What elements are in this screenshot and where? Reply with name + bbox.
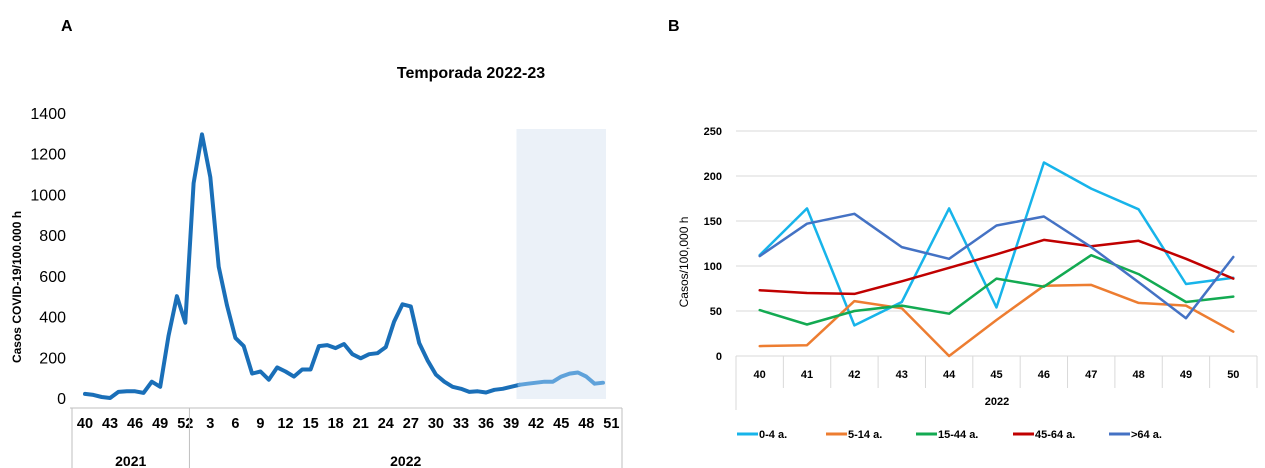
x-tick-label-b: 41 <box>801 369 813 381</box>
y-tick-label-a: 600 <box>39 269 66 286</box>
series-line-main <box>83 132 522 400</box>
y-tick-label-a: 1200 <box>30 147 66 164</box>
legend-label: >64 a. <box>1131 429 1162 441</box>
x-tick-label-a: 51 <box>603 416 619 432</box>
y-tick-label-b: 50 <box>710 306 722 318</box>
y-tick-label-b: 150 <box>704 216 722 228</box>
x-tick-label-a: 12 <box>277 416 293 432</box>
x-tick-label-b: 49 <box>1180 369 1192 381</box>
x-tick-label-a: 40 <box>77 416 93 432</box>
y-tick-label-b: 200 <box>704 171 722 183</box>
y-tick-label-a: 1400 <box>30 106 66 123</box>
series-line-0-4-a <box>758 161 1235 327</box>
x-tick-label-a: 3 <box>206 416 214 432</box>
x-tick-label-b: 40 <box>754 369 766 381</box>
x-tick-label-a: 30 <box>428 416 444 432</box>
panel-b-plot: 0 50 100 150 200 250 40 41 42 43 44 45 46 47 48 49 50 0-4… <box>704 126 1258 441</box>
series-line-current-season <box>517 370 605 387</box>
y-tick-label-b: 0 <box>716 351 722 363</box>
legend-label: 0-4 a. <box>759 429 787 441</box>
x-tick-label-a: 27 <box>403 416 419 432</box>
x-tick-label-a: 36 <box>478 416 494 432</box>
x-tick-label-a: 46 <box>127 416 143 432</box>
x-tick-label-b: 47 <box>1085 369 1097 381</box>
legend-label: 5-14 a. <box>848 429 882 441</box>
x-tick-label-a: 24 <box>378 416 394 432</box>
x-tick-label-a: 9 <box>256 416 264 432</box>
x-tick-label-a: 45 <box>553 416 569 432</box>
y-tick-label-a: 800 <box>39 228 66 245</box>
x-tick-label-a: 33 <box>453 416 469 432</box>
x-tick-label-a: 42 <box>528 416 544 432</box>
highlight-band <box>516 129 606 399</box>
y-tick-label-b: 250 <box>704 126 722 138</box>
panel-b-xlabel: 2022 <box>985 396 1009 408</box>
year-label-2021: 2021 <box>115 453 146 468</box>
y-tick-label-a: 1000 <box>30 187 66 204</box>
panel-a-letter: A <box>61 18 73 35</box>
series-line-64-a <box>758 212 1235 320</box>
y-tick-label-a: 0 <box>57 391 66 408</box>
y-tick-label-b: 100 <box>704 261 722 273</box>
year-label-2022: 2022 <box>390 453 421 468</box>
x-tick-label-a: 43 <box>102 416 118 432</box>
x-tick-label-b: 45 <box>990 369 1002 381</box>
panel-b-letter: B <box>668 18 680 35</box>
x-tick-label-b: 46 <box>1038 369 1050 381</box>
x-tick-label-a: 18 <box>328 416 344 432</box>
series-line-45-64-a <box>758 238 1235 296</box>
series-line-5-14-a <box>758 283 1235 358</box>
x-tick-label-b: 42 <box>848 369 860 381</box>
x-tick-label-b: 44 <box>943 369 956 381</box>
x-tick-label-a: 48 <box>578 416 594 432</box>
x-tick-label-b: 43 <box>896 369 908 381</box>
legend-label: 45-64 a. <box>1035 429 1075 441</box>
x-tick-label-a: 52 <box>177 416 193 432</box>
panel-a-ylabel: Casos COVID-19/100.000 h <box>10 211 24 363</box>
y-tick-label-a: 400 <box>39 310 66 327</box>
panel-a-title: Temporada 2022-23 <box>397 65 545 82</box>
series-line-15-44-a <box>758 253 1235 326</box>
x-tick-label-a: 6 <box>231 416 239 432</box>
panel-b-ylabel: Casos/100,000 h <box>677 217 691 308</box>
y-tick-label-a: 200 <box>39 350 66 367</box>
x-tick-label-a: 39 <box>503 416 519 432</box>
legend-label: 15-44 a. <box>938 429 978 441</box>
x-tick-label-a: 21 <box>353 416 369 432</box>
x-tick-label-b: 50 <box>1227 369 1239 381</box>
x-tick-label-b: 48 <box>1132 369 1144 381</box>
x-tick-label-a: 15 <box>303 416 319 432</box>
x-tick-label-a: 49 <box>152 416 168 432</box>
